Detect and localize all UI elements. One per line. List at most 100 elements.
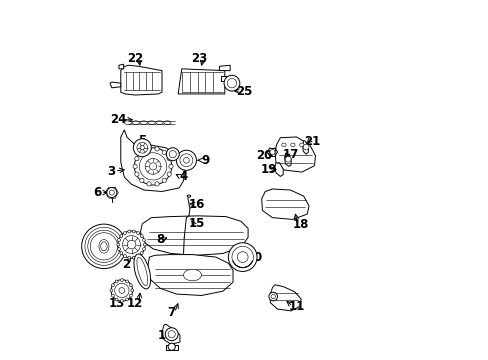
Circle shape bbox=[146, 147, 151, 151]
Circle shape bbox=[129, 294, 132, 297]
Text: 7: 7 bbox=[166, 306, 175, 319]
Text: 21: 21 bbox=[304, 135, 320, 148]
Ellipse shape bbox=[290, 143, 294, 147]
Circle shape bbox=[117, 243, 120, 246]
Ellipse shape bbox=[137, 257, 147, 286]
Circle shape bbox=[127, 230, 130, 233]
Circle shape bbox=[133, 139, 151, 157]
Text: 17: 17 bbox=[283, 148, 299, 161]
Circle shape bbox=[129, 284, 132, 287]
Polygon shape bbox=[302, 140, 308, 154]
Ellipse shape bbox=[132, 121, 139, 125]
Ellipse shape bbox=[99, 239, 109, 253]
Circle shape bbox=[115, 283, 129, 298]
Circle shape bbox=[88, 230, 120, 262]
Circle shape bbox=[81, 224, 126, 269]
Circle shape bbox=[183, 157, 189, 163]
Circle shape bbox=[140, 150, 144, 154]
Circle shape bbox=[118, 239, 120, 242]
Text: 6: 6 bbox=[93, 186, 102, 199]
Circle shape bbox=[132, 230, 135, 233]
Circle shape bbox=[125, 298, 128, 301]
Circle shape bbox=[123, 231, 126, 234]
Circle shape bbox=[106, 188, 117, 198]
Circle shape bbox=[228, 243, 257, 271]
Circle shape bbox=[270, 294, 275, 299]
Circle shape bbox=[118, 231, 145, 258]
Ellipse shape bbox=[134, 254, 150, 289]
Ellipse shape bbox=[163, 121, 171, 125]
Polygon shape bbox=[147, 255, 233, 296]
Circle shape bbox=[120, 279, 123, 282]
Text: 4: 4 bbox=[179, 170, 187, 183]
Circle shape bbox=[119, 288, 124, 293]
Text: 12: 12 bbox=[127, 297, 143, 310]
Circle shape bbox=[111, 280, 132, 301]
Polygon shape bbox=[140, 216, 247, 255]
Circle shape bbox=[123, 255, 126, 257]
Circle shape bbox=[134, 148, 171, 185]
Circle shape bbox=[140, 178, 144, 183]
Ellipse shape bbox=[124, 121, 131, 125]
Polygon shape bbox=[110, 82, 121, 88]
Ellipse shape bbox=[148, 121, 155, 125]
Circle shape bbox=[133, 164, 137, 168]
Text: 14: 14 bbox=[157, 329, 173, 342]
Circle shape bbox=[125, 280, 128, 283]
Circle shape bbox=[140, 235, 143, 238]
Text: 13: 13 bbox=[108, 297, 124, 310]
Circle shape bbox=[268, 292, 277, 301]
Circle shape bbox=[120, 235, 122, 238]
Polygon shape bbox=[119, 64, 123, 69]
Circle shape bbox=[127, 256, 130, 259]
Circle shape bbox=[166, 148, 179, 161]
Circle shape bbox=[111, 284, 114, 287]
Circle shape bbox=[135, 172, 139, 176]
Circle shape bbox=[180, 154, 192, 167]
Circle shape bbox=[285, 156, 290, 162]
Circle shape bbox=[162, 150, 166, 154]
Polygon shape bbox=[121, 65, 162, 95]
Circle shape bbox=[115, 298, 118, 301]
Circle shape bbox=[135, 157, 139, 161]
Circle shape bbox=[132, 256, 135, 259]
Circle shape bbox=[269, 149, 274, 154]
Polygon shape bbox=[165, 345, 178, 350]
Polygon shape bbox=[274, 163, 283, 176]
Circle shape bbox=[142, 248, 145, 251]
Ellipse shape bbox=[281, 143, 285, 147]
Ellipse shape bbox=[101, 242, 107, 251]
Circle shape bbox=[131, 289, 133, 292]
Circle shape bbox=[146, 182, 151, 186]
Circle shape bbox=[120, 300, 123, 302]
Circle shape bbox=[140, 145, 144, 150]
Circle shape bbox=[118, 248, 120, 251]
Circle shape bbox=[227, 78, 236, 88]
Ellipse shape bbox=[156, 121, 163, 125]
Circle shape bbox=[168, 330, 175, 338]
Polygon shape bbox=[270, 285, 301, 311]
Circle shape bbox=[137, 231, 139, 234]
Circle shape bbox=[167, 157, 171, 161]
Circle shape bbox=[167, 172, 171, 176]
Ellipse shape bbox=[183, 269, 201, 281]
Circle shape bbox=[140, 252, 143, 255]
Text: 24: 24 bbox=[110, 113, 126, 126]
Polygon shape bbox=[121, 130, 184, 192]
Circle shape bbox=[90, 233, 117, 260]
Polygon shape bbox=[284, 153, 290, 166]
Text: 9: 9 bbox=[201, 154, 209, 167]
Circle shape bbox=[115, 280, 118, 283]
Circle shape bbox=[120, 252, 122, 255]
Text: 23: 23 bbox=[191, 51, 207, 64]
Circle shape bbox=[168, 164, 173, 168]
Circle shape bbox=[168, 343, 175, 350]
Polygon shape bbox=[219, 65, 230, 71]
Text: 10: 10 bbox=[246, 251, 263, 264]
Circle shape bbox=[143, 243, 146, 246]
Text: 5: 5 bbox=[138, 134, 146, 147]
Circle shape bbox=[109, 190, 114, 195]
Circle shape bbox=[149, 163, 156, 170]
Ellipse shape bbox=[187, 195, 190, 197]
Text: 25: 25 bbox=[236, 85, 252, 98]
